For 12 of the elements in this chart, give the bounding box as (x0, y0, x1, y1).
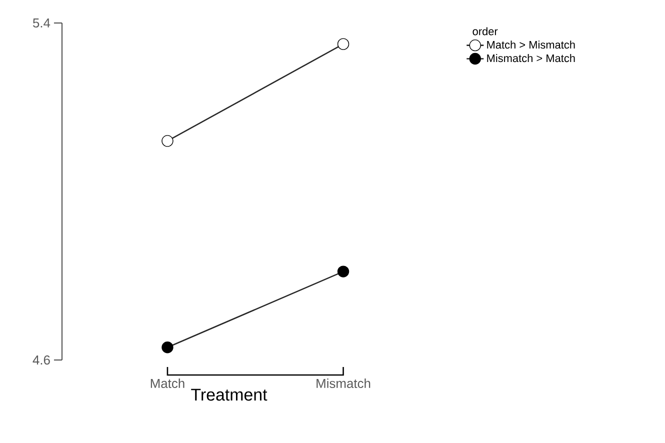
point (337, 266, 350, 278)
x-tick-label: Mismatch (316, 378, 370, 388)
point (337, 38, 350, 50)
y-tick-label: 4.6 (32, 355, 50, 365)
point (162, 135, 174, 147)
point (162, 342, 174, 354)
x-tick-label: Match (150, 378, 184, 388)
legend-title: order (472, 27, 498, 36)
x-axis-title: Treatment (191, 388, 268, 401)
legend-label: Mismatch > Match (487, 54, 575, 62)
y-tick-label: 5.4 (32, 18, 50, 28)
legend-label: Match > Mismatch (487, 40, 575, 49)
